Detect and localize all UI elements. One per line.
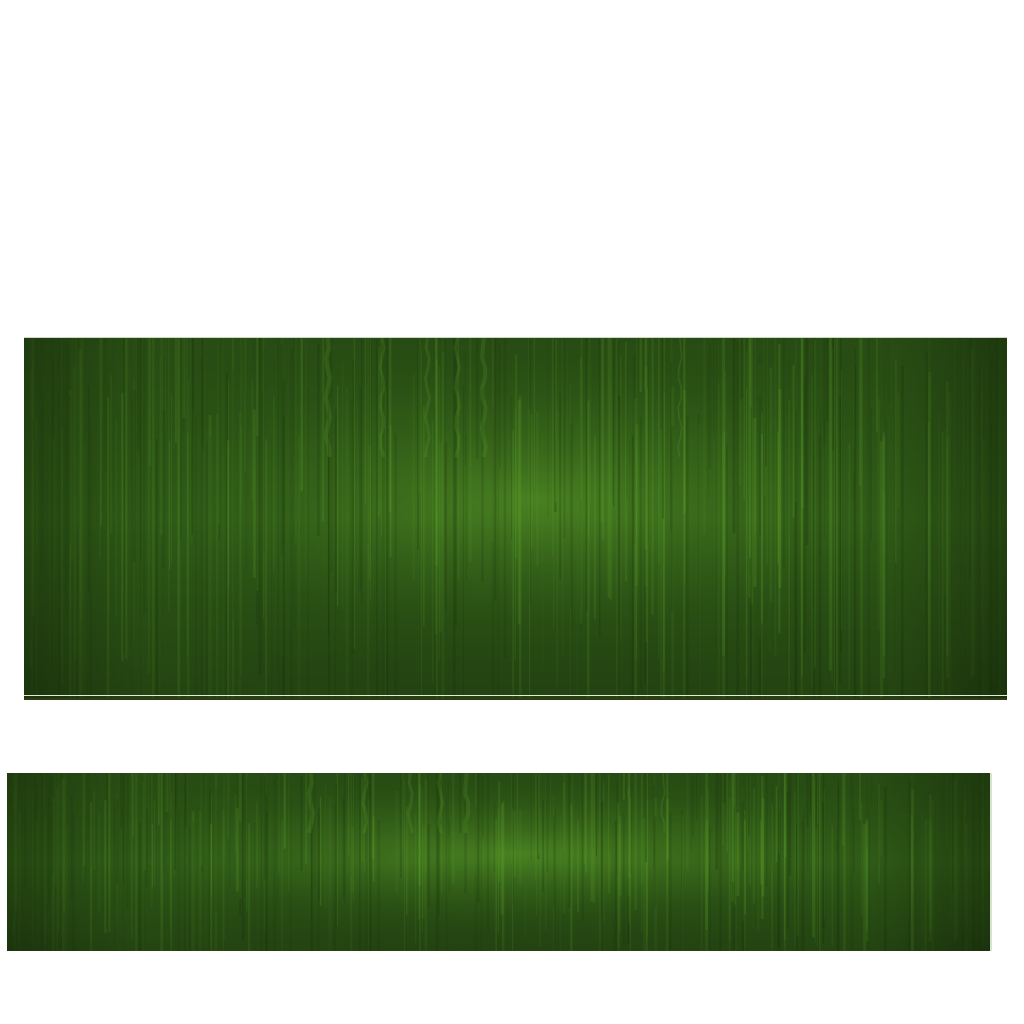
texture-panel-bottom [7, 773, 992, 951]
texture-image-top [24, 338, 1007, 698]
texture-image-bottom [7, 773, 990, 951]
texture-panel-top [24, 337, 1007, 700]
